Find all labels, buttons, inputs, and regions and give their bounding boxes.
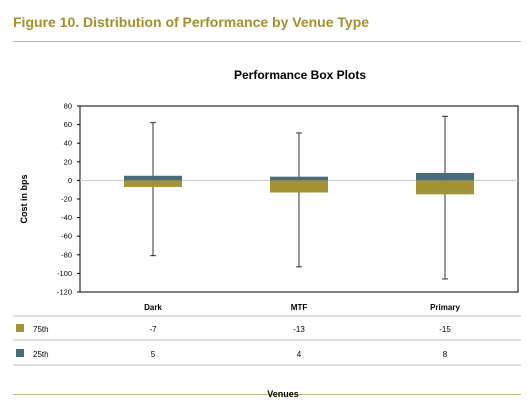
bar-25th [124,175,182,181]
table-cell: 8 [443,350,448,359]
y-tick-label: 0 [68,176,72,185]
bottom-rule [13,394,521,395]
category-label: MTF [291,303,308,312]
y-tick-label: -40 [61,213,72,222]
table-cell: -15 [439,325,451,334]
y-axis-label: Cost in bps [19,175,29,224]
legend-swatch [16,324,24,332]
bar-75th [270,180,328,193]
bar-25th [270,176,328,181]
y-tick-label: -20 [61,195,72,204]
y-tick-label: 20 [64,157,72,166]
legend-label: 25th [33,350,49,359]
bar-75th [416,180,474,195]
y-tick-label: 60 [64,120,72,129]
table-cell: 4 [297,350,302,359]
box-series [124,115,474,280]
title-rule-top [13,41,521,42]
legend-swatch [16,349,24,357]
data-table: 75th -7 -13 -15 25th 5 4 8 [13,315,521,366]
y-tick-label: -60 [61,232,72,241]
legend-label: 75th [33,325,49,334]
chart-title: Performance Box Plots [234,68,366,82]
y-tick-label: -120 [57,288,72,297]
y-tick-label: 40 [64,139,72,148]
y-tick-label: -100 [57,269,72,278]
category-labels: Dark MTF Primary [144,303,460,312]
figure-title: Figure 10. Distribution of Performance b… [13,14,370,30]
y-tick-label: 80 [64,102,72,111]
category-label: Dark [144,303,162,312]
x-axis-label: Venues [267,389,299,399]
y-tick-label: -80 [61,250,72,259]
table-cell: -13 [293,325,305,334]
category-label: Primary [430,303,460,312]
bar-25th [416,172,474,181]
table-cell: 5 [151,350,156,359]
table-cell: -7 [149,325,157,334]
y-axis-ticks: 80 60 40 20 0 -20 -40 -60 -80 -100 -120 [57,102,518,297]
bar-75th [124,180,182,187]
